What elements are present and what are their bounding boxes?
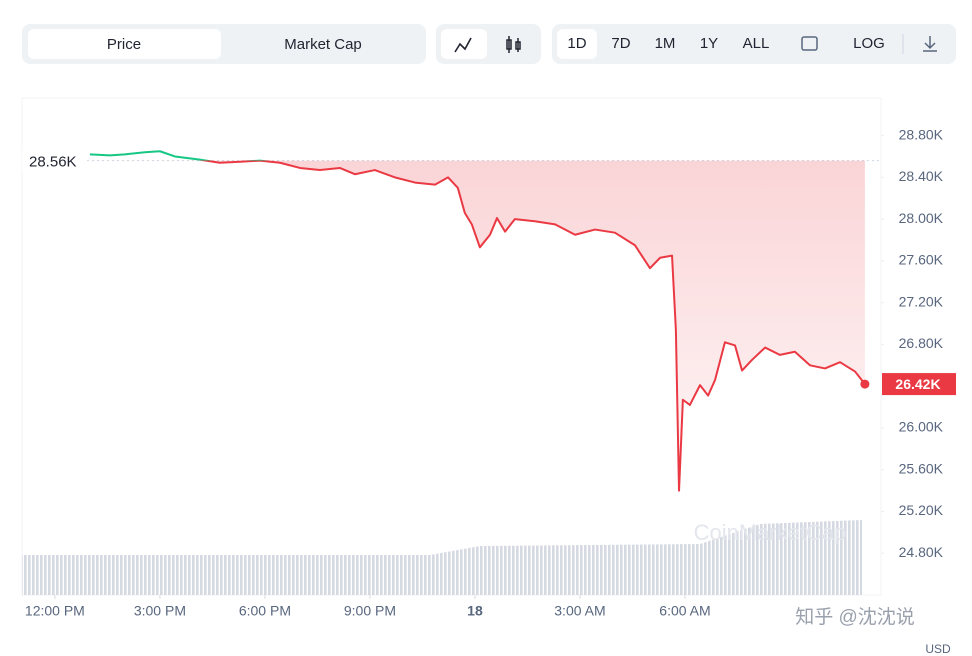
credit: 知乎 @沈沈说 <box>795 606 915 628</box>
range-active[interactable] <box>557 29 597 59</box>
x-tick-label: 6:00 PM <box>239 603 291 619</box>
y-tick-label: 28.80K <box>899 126 944 142</box>
x-tick-label: 6:00 AM <box>659 603 710 619</box>
calendar-icon[interactable] <box>801 36 818 51</box>
range-group <box>552 24 956 64</box>
reference-label-bg <box>22 150 86 171</box>
currency: USD <box>925 642 951 656</box>
y-tick-label: 27.60K <box>899 252 944 268</box>
candle-icon[interactable] <box>506 36 521 53</box>
y-tick-label: 26.80K <box>899 335 944 351</box>
tab-active[interactable] <box>28 29 221 59</box>
log-button[interactable]: LOG <box>853 35 885 52</box>
volume-area <box>22 520 862 595</box>
line <box>89 150 866 492</box>
range-button[interactable]: 1D <box>567 35 586 52</box>
y-tick-label: 25.20K <box>899 502 944 518</box>
range-button[interactable]: ALL <box>743 35 770 52</box>
y-tick-label: 26.00K <box>899 419 944 435</box>
range-button[interactable]: 1Y <box>700 35 718 52</box>
last-price-tag <box>882 373 956 396</box>
download-icon[interactable] <box>923 36 937 52</box>
reference-label: 28.56K <box>29 154 77 171</box>
y-tick-label: 28.40K <box>899 168 944 184</box>
y-tick-label: 27.20K <box>899 293 944 309</box>
range-button[interactable]: 7D <box>611 35 630 52</box>
watermark: CoinMarketCap <box>694 520 847 545</box>
area <box>206 160 865 491</box>
last-point <box>860 379 870 389</box>
x-tick-label: 3:00 AM <box>554 603 605 619</box>
x-tick-label: 12:00 PM <box>25 603 85 619</box>
x-tick-label: 9:00 PM <box>344 603 396 619</box>
tab[interactable]: Price <box>107 36 141 53</box>
x-tick-label: 3:00 PM <box>134 603 186 619</box>
last-price-label: 26.42K <box>895 376 940 392</box>
range-button[interactable]: 1M <box>655 35 676 52</box>
line-button[interactable] <box>441 29 487 59</box>
line-icon <box>454 37 472 53</box>
x-tick-label: 18 <box>467 603 483 619</box>
y-tick-label: 28.00K <box>899 210 944 226</box>
y-tick-label: 24.80K <box>899 544 944 560</box>
tab[interactable]: Market Cap <box>284 36 362 53</box>
y-tick-label: 25.60K <box>899 460 944 476</box>
